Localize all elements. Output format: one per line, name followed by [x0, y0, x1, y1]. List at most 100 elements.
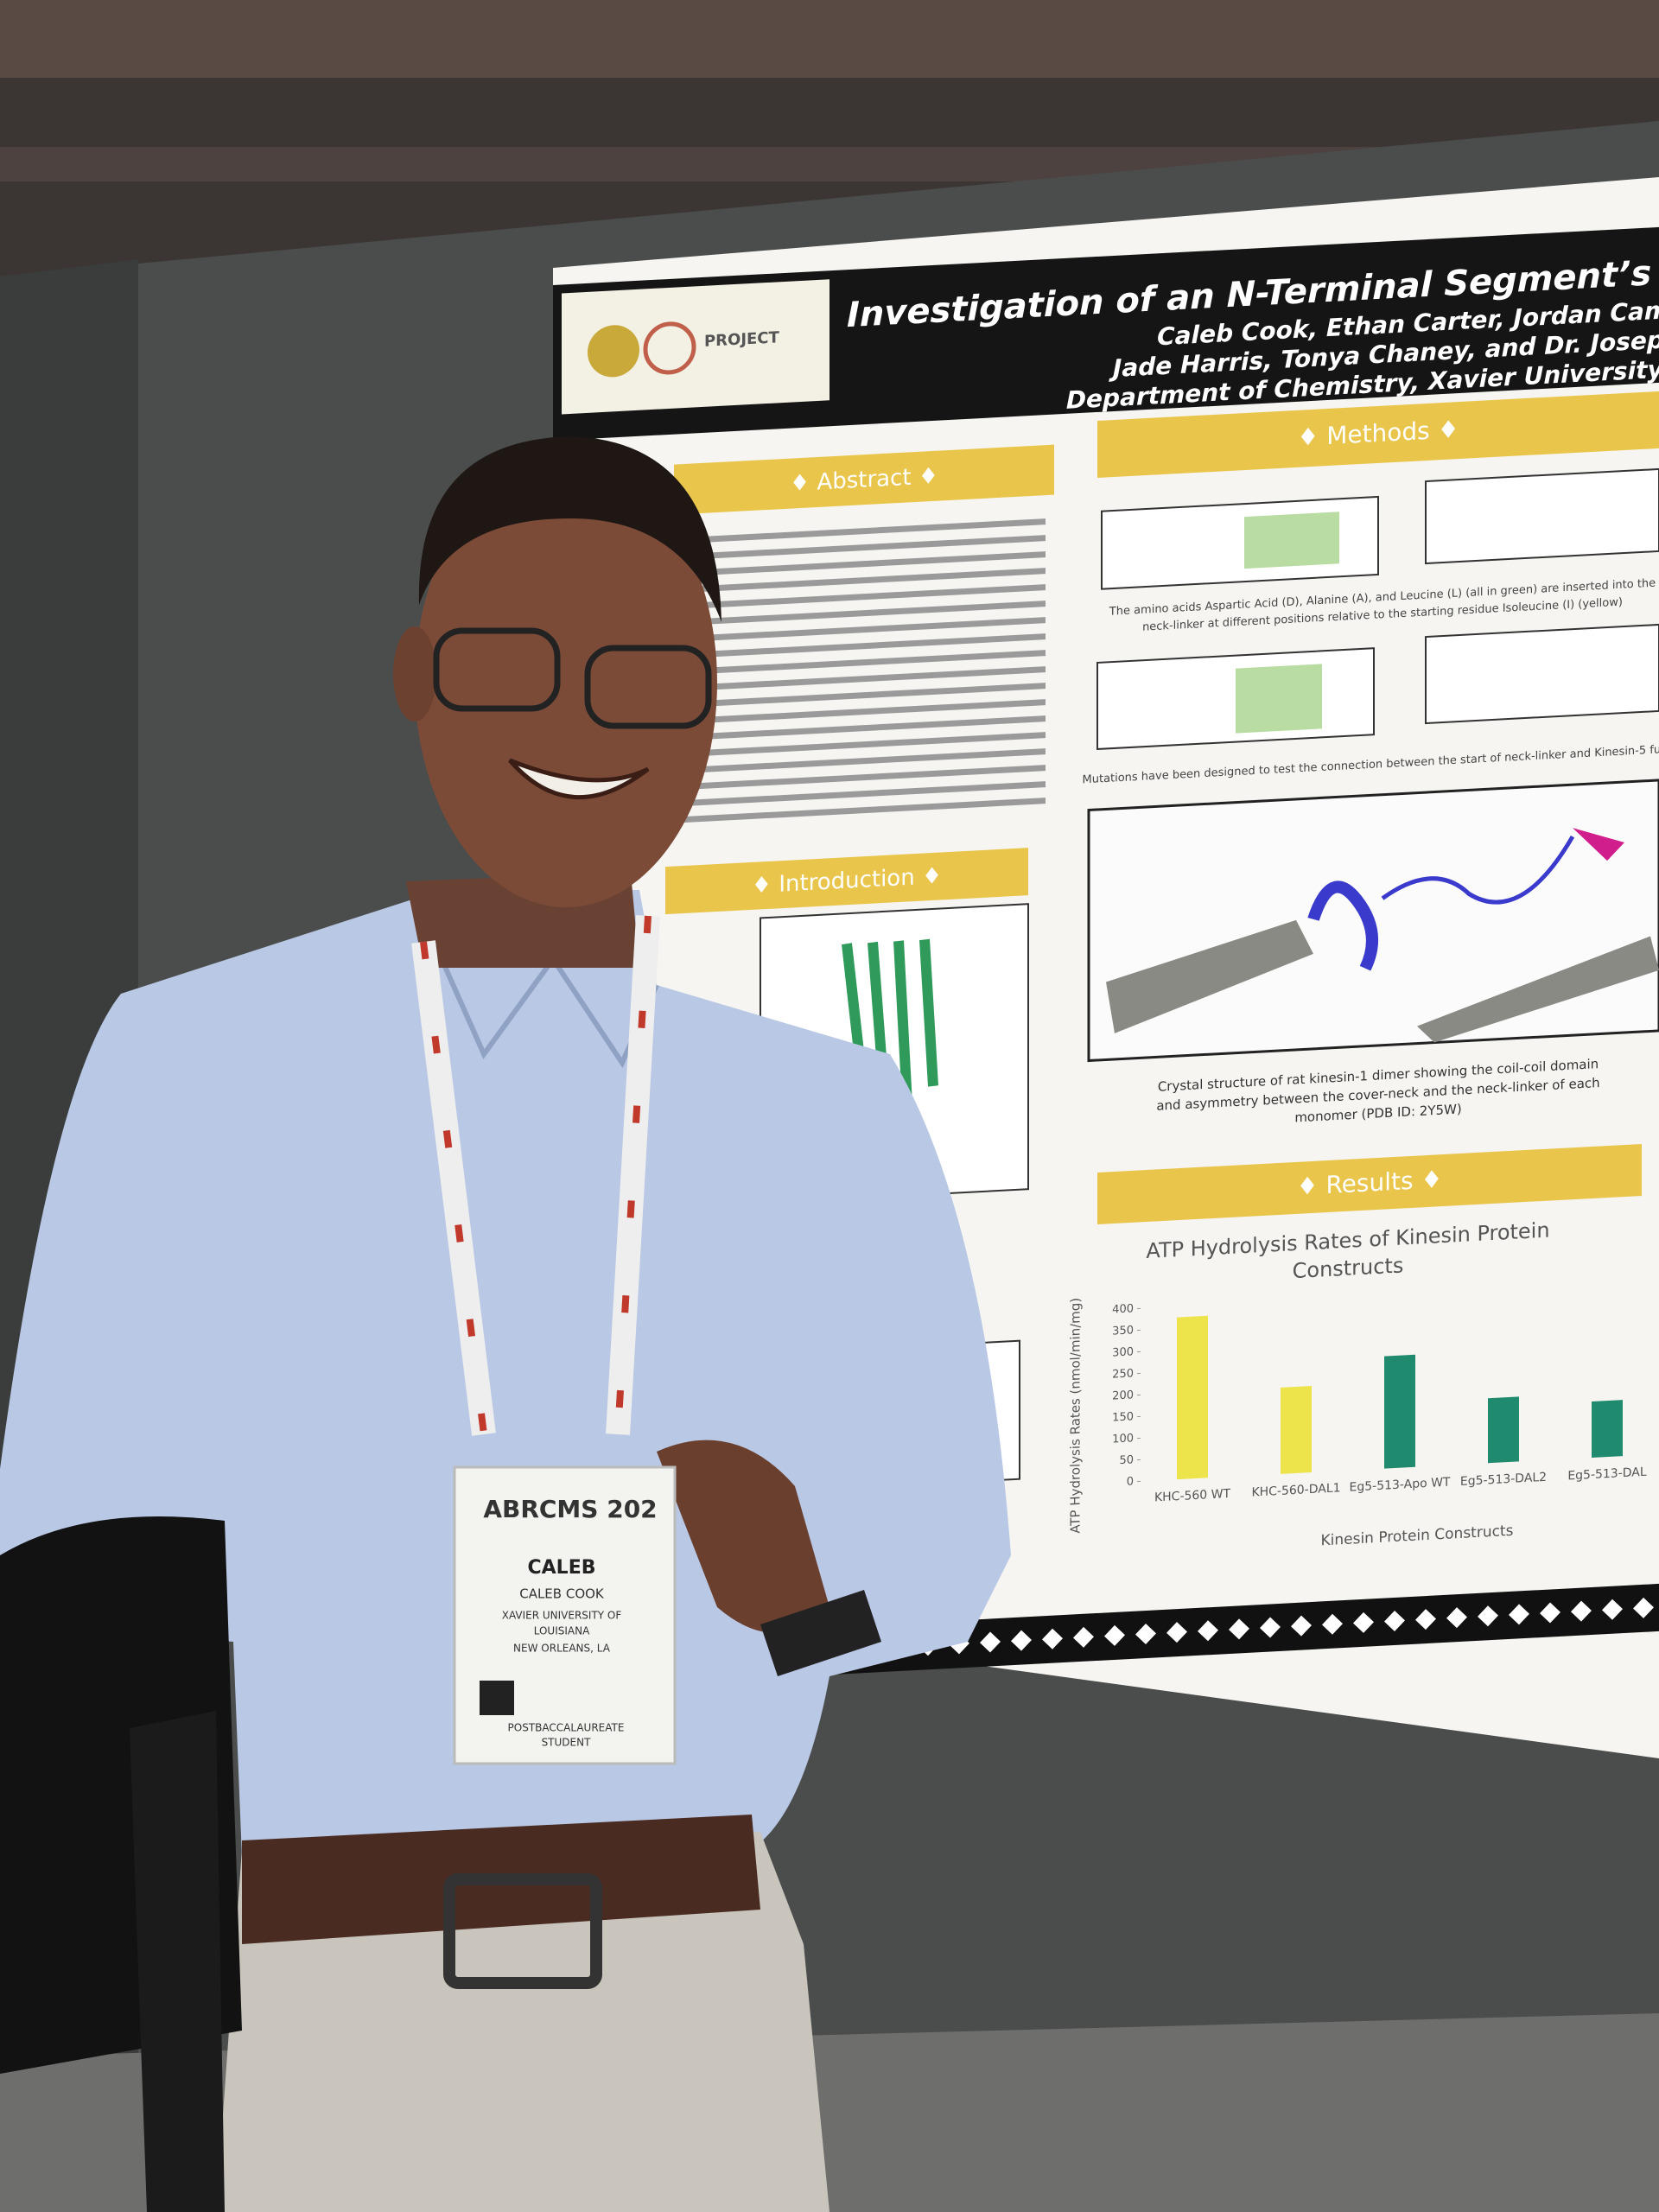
text-line [683, 781, 1046, 807]
logo-seal [588, 325, 639, 378]
text-line [683, 798, 1046, 823]
text-line [683, 666, 1046, 692]
bag-strap [130, 1711, 225, 2212]
diamond [1322, 1613, 1343, 1635]
bar [1592, 1400, 1623, 1459]
diamond [1540, 1602, 1560, 1624]
diamond [1571, 1600, 1592, 1622]
y-tick-label: 100 [1112, 1432, 1134, 1446]
text-line [683, 617, 1046, 643]
face [415, 458, 717, 907]
abstract-text [683, 518, 1046, 823]
badge-school: LOUISIANA [534, 1625, 590, 1637]
chart-title: Constructs [1293, 1253, 1404, 1283]
diamond [1260, 1617, 1281, 1638]
lanyard [411, 915, 660, 1436]
diamond [1073, 1626, 1094, 1648]
diamond [1384, 1610, 1405, 1631]
bar [1177, 1315, 1208, 1480]
qr-code [480, 1681, 514, 1715]
diamond [1011, 1630, 1032, 1651]
y-tick-label: 0 [1127, 1475, 1134, 1488]
badge-school: XAVIER UNIVERSITY OF [502, 1610, 622, 1622]
x-tick-label: Eg5-513-DAL2 [1460, 1471, 1547, 1489]
badge-city: NEW ORLEANS, LA [513, 1643, 611, 1655]
text-line [683, 699, 1046, 725]
diamond [1478, 1605, 1498, 1627]
poster-content: PROJECT Investigation of an N-Terminal S… [553, 226, 1659, 1686]
section-bar [674, 444, 1054, 515]
logo-text: PROJECT [704, 328, 779, 351]
badge-role: POSTBACCALAUREATE [508, 1722, 625, 1734]
chart: 0 50 100 150 200 250 300 350 400 KHC-560 WT KHC-56… [1112, 1302, 1647, 1505]
x-tick-label: Eg5-513-Apo WT [1350, 1476, 1451, 1495]
y-tick-label: 350 [1112, 1324, 1134, 1338]
diamond [1446, 1607, 1467, 1629]
ear [393, 626, 436, 721]
person: ABRCMS 202 CALEB CALEB COOK XAVIER UNIVE… [0, 436, 1011, 2212]
bar [1281, 1385, 1312, 1474]
diamond [1415, 1609, 1436, 1630]
hand [657, 1440, 830, 1633]
belt-buckle [443, 1873, 602, 1989]
sequence-highlight [1236, 664, 1322, 734]
cover-neck [1573, 828, 1624, 861]
beta-sheet [1106, 919, 1313, 1033]
text-line [683, 601, 1046, 626]
y-tick-label: 400 [1112, 1302, 1134, 1316]
diamond [1135, 1624, 1156, 1645]
protein-render [842, 938, 938, 1116]
text-line [683, 650, 1046, 676]
bar [1384, 1354, 1415, 1469]
sequence-table [1425, 623, 1659, 725]
text-line [683, 715, 1046, 741]
diamond [1602, 1599, 1623, 1620]
diamond [1291, 1615, 1312, 1637]
glasses [433, 627, 561, 712]
diamond [1166, 1622, 1187, 1643]
section-bar [1097, 1143, 1642, 1224]
text-line [683, 683, 1046, 709]
sequence-highlight [1244, 512, 1339, 569]
diamond [1509, 1604, 1529, 1625]
y-tick-label: 150 [1112, 1410, 1134, 1424]
logo-mark [643, 321, 696, 375]
badge-full-name: CALEB COOK [519, 1586, 605, 1602]
y-tick-label: 250 [1112, 1367, 1134, 1381]
text-line [683, 732, 1046, 758]
text-line [683, 535, 1046, 561]
text-line [683, 584, 1046, 610]
x-tick-label: KHC-560 WT [1154, 1487, 1230, 1505]
y-tick-label: 50 [1119, 1453, 1134, 1467]
bar [1488, 1396, 1519, 1464]
text-line [683, 765, 1046, 791]
beta-sheet [1417, 936, 1659, 1043]
section-bar [1097, 391, 1659, 478]
neck-linker [1381, 835, 1575, 905]
badge-role: STUDENT [542, 1737, 592, 1749]
diamond [980, 1631, 1001, 1653]
diamond [1042, 1628, 1063, 1649]
text-line [683, 748, 1046, 774]
text-line [683, 518, 1046, 544]
x-tick-label: Eg5-513-DAL [1567, 1465, 1647, 1484]
diamond [1104, 1624, 1125, 1646]
sequence-table [1425, 467, 1659, 565]
y-tick-label: 300 [1112, 1345, 1134, 1359]
badge-first-name: CALEB [528, 1557, 596, 1579]
y-axis-label: ATP Hydrolysis Rates (nmol/min/mg) [1068, 1297, 1084, 1534]
helix [1307, 880, 1378, 971]
badge-event: ABRCMS 202 [483, 1495, 657, 1523]
section-bar [665, 848, 1028, 915]
glasses [584, 645, 712, 729]
text-line [683, 633, 1046, 659]
x-tick-label: KHC-560-DAL1 [1251, 1481, 1340, 1499]
diamond [1229, 1618, 1249, 1640]
diamond [1353, 1611, 1374, 1633]
watch [760, 1590, 881, 1676]
y-tick-label: 200 [1112, 1389, 1134, 1402]
text-line [683, 551, 1046, 577]
ceiling-beam [0, 0, 1659, 78]
